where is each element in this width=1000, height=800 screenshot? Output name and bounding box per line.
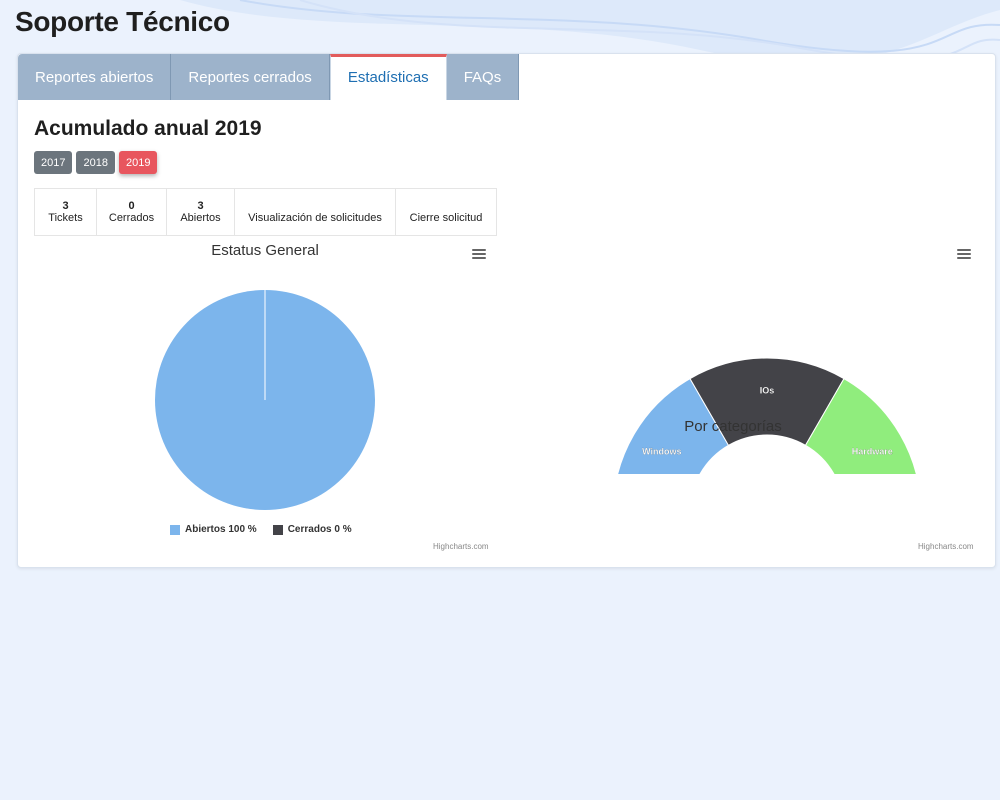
chart-credits-link[interactable]: Highcharts.com — [433, 542, 489, 551]
stat-label: Cierre solicitud — [409, 212, 483, 224]
stat-visualizacion[interactable]: Visualización de solicitudes — [235, 189, 396, 235]
year-button-2018[interactable]: 2018 — [76, 151, 115, 174]
year-button-2017[interactable]: 2017 — [34, 151, 73, 174]
donut-data-label: Windows — [642, 446, 681, 456]
tab-open-reports[interactable]: Reportes abiertos — [18, 54, 172, 100]
stat-cierre[interactable]: Cierre solicitud — [396, 189, 496, 235]
legend-swatch — [272, 524, 283, 535]
tab-statistics[interactable]: Estadísticas — [329, 54, 447, 100]
main-panel: Reportes abiertos Reportes cerrados Esta… — [17, 53, 996, 568]
stat-label: Cerrados — [108, 212, 155, 224]
chart-title: Estatus General — [211, 242, 319, 259]
stat-cerrados: 0 Cerrados — [97, 189, 167, 235]
legend-label: Cerrados 0 % — [287, 524, 352, 535]
donut-data-label: Hardware — [852, 446, 893, 456]
tab-bar: Reportes abiertos Reportes cerrados Esta… — [18, 54, 520, 100]
chart-menu-icon[interactable] — [471, 247, 487, 261]
pie-chart-status — [155, 290, 375, 510]
donut-data-label: IOs — [760, 386, 775, 396]
chart-title: Por categorías — [684, 418, 782, 435]
stat-value: 3 — [197, 200, 204, 212]
legend-label: Abiertos 100 % — [185, 524, 257, 535]
chart-credits-link[interactable]: Highcharts.com — [918, 542, 974, 551]
stat-label: Visualización de solicitudes — [248, 212, 382, 224]
stat-label: Tickets — [48, 212, 83, 224]
stat-value: 3 — [62, 200, 69, 212]
tab-faqs[interactable]: FAQs — [446, 54, 520, 100]
chart-menu-icon[interactable] — [956, 247, 972, 261]
semi-donut-chart-categories: Windows IOs Hardware — [617, 357, 922, 474]
stat-tickets: 3 Tickets — [35, 189, 97, 235]
stat-value: 0 — [128, 200, 135, 212]
header-wave-decoration — [180, 0, 1000, 60]
year-button-2019[interactable]: 2019 — [118, 151, 158, 174]
page-title: Soporte Técnico — [15, 6, 230, 37]
stats-table: 3 Tickets 0 Cerrados 3 Abiertos Visualiz… — [34, 188, 497, 236]
year-filter: 2017 2018 2019 — [34, 151, 158, 174]
stat-label: Abiertos — [180, 212, 221, 224]
section-title: Acumulado anual 2019 — [34, 117, 262, 140]
legend-item-cerrados[interactable]: Cerrados 0 % — [272, 524, 352, 535]
chart-legend: Abiertos 100 % Cerrados 0 % — [170, 524, 352, 535]
legend-swatch — [170, 524, 180, 535]
tab-closed-reports[interactable]: Reportes cerrados — [171, 54, 330, 100]
legend-item-abiertos[interactable]: Abiertos 100 % — [170, 524, 257, 535]
stat-abiertos: 3 Abiertos — [167, 189, 235, 235]
donut-slice-hardware[interactable] — [804, 377, 922, 474]
